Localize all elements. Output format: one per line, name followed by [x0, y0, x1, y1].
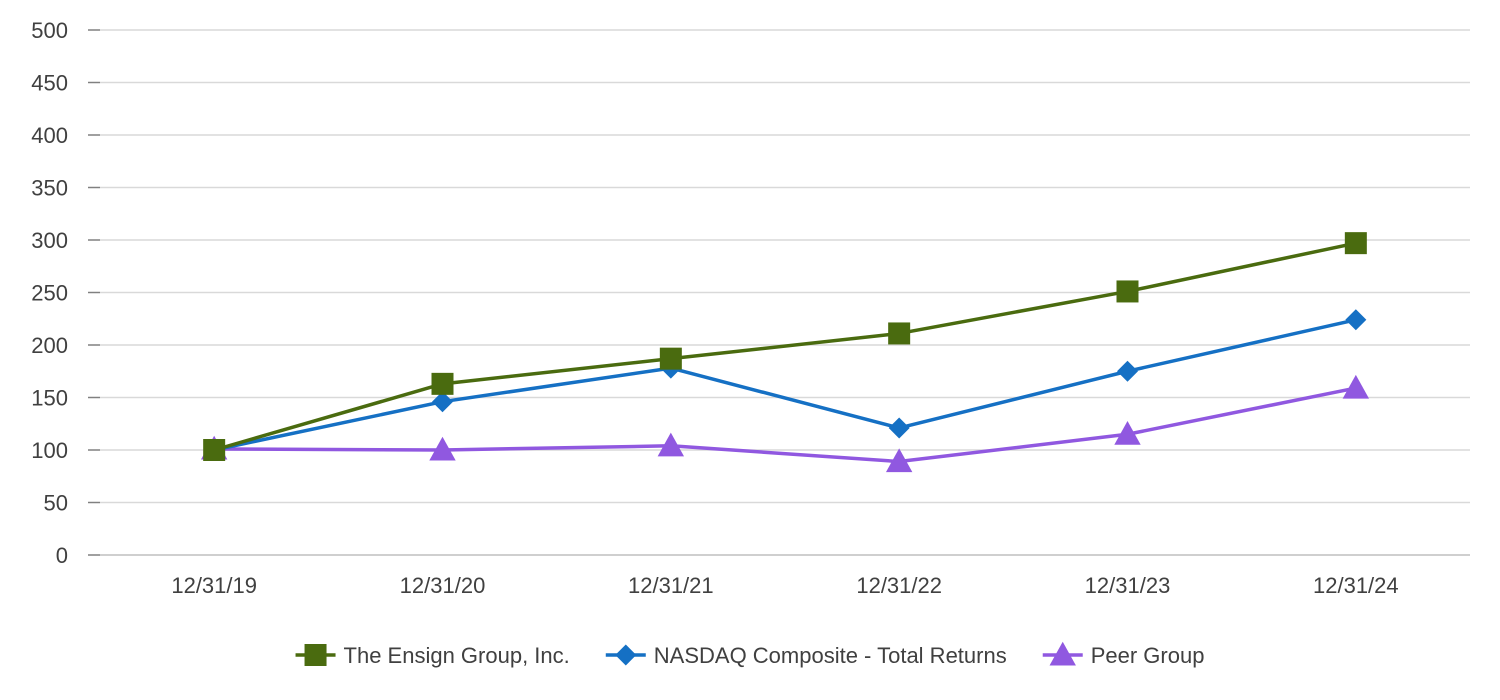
data-point: [431, 372, 454, 395]
legend-swatch-marker: [1049, 641, 1076, 666]
data-point: [1114, 421, 1141, 445]
legend: The Ensign Group, Inc. NASDAQ Composite -…: [295, 641, 1205, 668]
series-line: [213, 241, 1357, 452]
legend-swatch-marker: [615, 644, 637, 666]
series-the-ensign-group-inc-: [203, 232, 1367, 461]
data-point: [1117, 360, 1138, 382]
legend-swatch-marker: [304, 644, 327, 666]
series-area: [200, 232, 1370, 473]
y-axis: 0 50 100 150 200 250 300 350 400 450 500: [31, 18, 100, 568]
series-peer-group: [200, 374, 1370, 473]
y-tick-label: 500: [31, 18, 68, 43]
data-point: [1116, 280, 1139, 303]
x-tick-label: 12/31/22: [856, 573, 942, 598]
x-tick-label: 12/31/20: [400, 573, 486, 598]
series-line: [213, 318, 1357, 452]
y-tick-label: 250: [31, 281, 68, 306]
data-point: [432, 391, 453, 413]
legend-item: The Ensign Group, Inc.: [295, 643, 570, 668]
y-tick-label: 300: [31, 228, 68, 253]
x-tick-label: 12/31/21: [628, 573, 714, 598]
data-point: [203, 439, 226, 461]
legend-item: NASDAQ Composite - Total Returns: [605, 643, 1007, 668]
legend-item: Peer Group: [1042, 641, 1205, 668]
y-tick-label: 150: [31, 386, 68, 411]
data-point: [657, 432, 685, 457]
legend-label: Peer Group: [1091, 643, 1205, 668]
y-tick-label: 400: [31, 123, 68, 148]
series-line: [214, 386, 1357, 464]
x-tick-label: 12/31/23: [1085, 573, 1171, 598]
data-point: [1344, 232, 1367, 255]
data-point: [429, 436, 456, 461]
x-tick-label: 12/31/24: [1313, 573, 1399, 598]
y-tick-label: 0: [56, 543, 68, 568]
data-point: [1342, 374, 1370, 399]
y-tick-label: 450: [31, 71, 68, 96]
legend-label: The Ensign Group, Inc.: [344, 643, 570, 668]
data-point: [659, 347, 682, 370]
data-point: [885, 448, 913, 473]
series-nasdaq-composite-total-returns: [203, 309, 1367, 461]
y-tick-label: 350: [31, 176, 68, 201]
data-point: [1345, 309, 1367, 331]
gridlines: [100, 29, 1470, 556]
data-point: [888, 322, 911, 345]
data-point: [888, 417, 910, 439]
x-tick-label: 12/31/19: [171, 573, 257, 598]
y-tick-label: 50: [44, 491, 68, 516]
y-tick-label: 200: [31, 333, 68, 358]
legend-label: NASDAQ Composite - Total Returns: [654, 643, 1007, 668]
x-axis: 12/31/19 12/31/20 12/31/21 12/31/22 12/31/23…: [171, 573, 1398, 598]
y-tick-label: 100: [31, 438, 68, 463]
